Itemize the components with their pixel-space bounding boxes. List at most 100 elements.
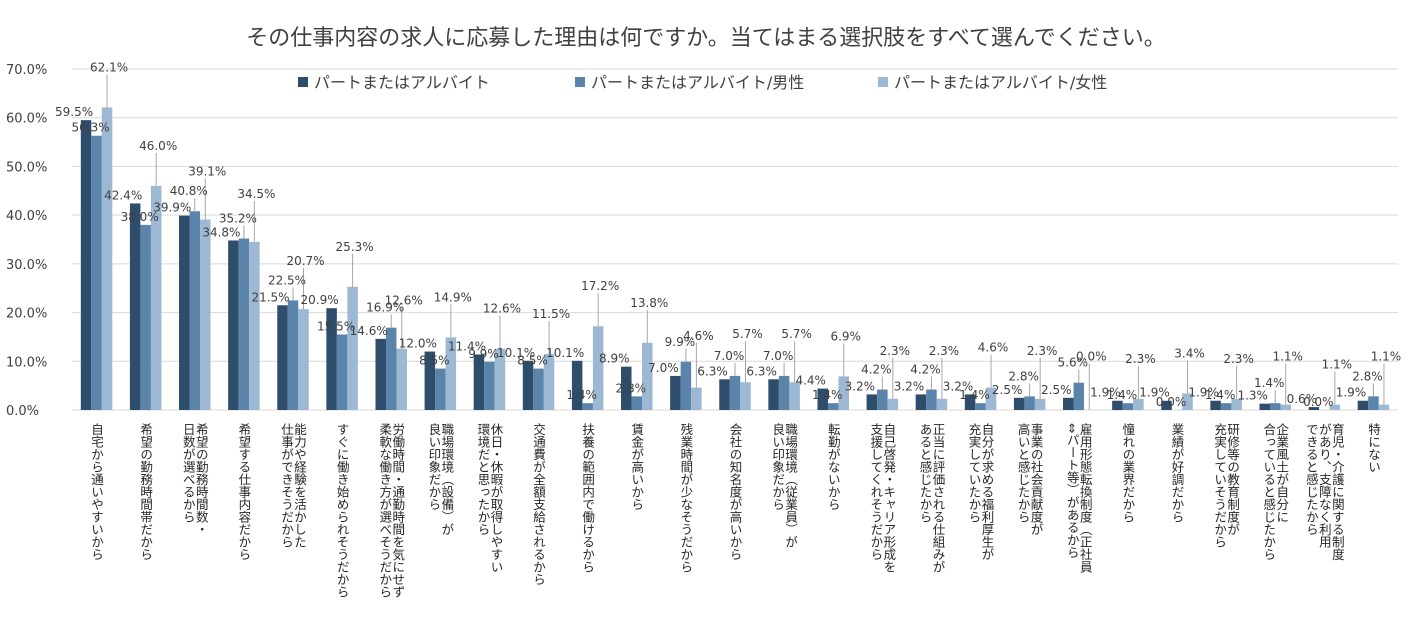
data-label: 1.9% <box>1090 386 1121 400</box>
x-tick-label-line: 正当に評価される仕組みが <box>930 423 945 573</box>
data-label: 34.5% <box>237 187 275 201</box>
bar <box>670 375 681 410</box>
data-label: 3.2% <box>943 379 974 393</box>
x-tick-label-line: 企業風土が自分に <box>1274 422 1289 523</box>
x-tick-label-line: 職場環境（従業員）が <box>783 423 798 548</box>
data-label: 46.0% <box>139 139 177 153</box>
x-axis: 自宅から通いやすいから 希望の勤務時間帯だから 希望の勤務時間数・日数が選べるから希… <box>89 422 1381 598</box>
legend-label: パートまたはアルバイト/女性 <box>894 73 1107 92</box>
data-label: 1.4% <box>566 388 597 402</box>
bar <box>1182 393 1193 410</box>
bar <box>484 361 495 410</box>
data-label: 12.0% <box>399 337 437 351</box>
x-tick-label-line: 環境だと思ったから <box>475 423 490 536</box>
x-tick-label: すぐに働き始められそうだから <box>335 423 350 598</box>
data-label: 62.1% <box>90 60 128 74</box>
bar <box>1259 403 1270 410</box>
bar <box>101 107 113 410</box>
y-axis: 0.0% 10.0% 20.0% 30.0% 40.0% 50.0% 60.0% 70.0% <box>6 63 47 419</box>
bar <box>91 135 102 410</box>
data-label: 1.9% <box>1188 386 1219 400</box>
bar <box>1231 398 1242 410</box>
data-label: 7.0% <box>763 349 794 363</box>
bar <box>838 376 849 410</box>
bar <box>385 327 397 410</box>
data-label: 1.4% <box>812 388 843 402</box>
data-label: 4.2% <box>910 363 941 377</box>
x-tick-label: 希望の勤務時間帯だから <box>138 422 153 561</box>
data-label: 2.3% <box>880 344 911 358</box>
bar <box>592 326 604 410</box>
x-tick-label-line: 残業時間が少なそうだから <box>678 423 693 573</box>
y-tick-label: 70.0% <box>6 63 47 78</box>
data-label: 39.9% <box>153 201 191 215</box>
x-tick-label-line: 扶養の範囲内で働けるから <box>580 422 595 573</box>
bar <box>985 387 997 410</box>
x-tick-label-line: 休日・休暇が取得しやすい <box>488 423 503 573</box>
x-tick-label-line: 良い印象だから <box>426 422 441 511</box>
bar <box>926 389 937 410</box>
x-tick-label-line: 良い印象だから <box>770 422 785 511</box>
data-label: 20.7% <box>286 254 324 268</box>
x-tick-label-line: 希望する仕事内容だから <box>236 422 251 561</box>
bar <box>189 211 201 410</box>
bar <box>522 360 534 410</box>
y-tick-label: 50.0% <box>6 160 47 175</box>
bar <box>287 300 299 410</box>
data-label: 1.1% <box>1322 358 1353 372</box>
bar <box>866 394 878 410</box>
data-label: 0.0% <box>1076 350 1107 364</box>
legend-item: パートまたはアルバイト <box>298 73 490 92</box>
x-tick-label-line: 職場環境（設備）が <box>439 423 454 536</box>
bar <box>768 379 779 410</box>
data-label: 1.9% <box>1336 386 1367 400</box>
x-tick-label-line: 交通費が全額支給されるから <box>531 422 546 586</box>
x-tick-label-line: 自宅から通いやすいから <box>89 423 104 561</box>
data-label: 2.3% <box>1223 352 1254 366</box>
legend-item: パートまたはアルバイト/男性 <box>575 73 804 92</box>
data-label: 6.3% <box>746 364 777 378</box>
bar <box>1161 400 1172 410</box>
x-tick-label-line: ⇔パート等）があるから <box>1065 423 1080 558</box>
x-tick-label: 転勤がないから <box>826 423 841 511</box>
data-label: 9.9% <box>665 335 696 349</box>
data-label: 6.9% <box>830 329 861 343</box>
x-tick-label-line: 充実していそうだから <box>1212 422 1227 548</box>
x-tick-label-line: 柔軟な働き方が選べそうだから <box>377 423 392 598</box>
data-label: 4.6% <box>978 341 1009 355</box>
bar <box>435 368 446 410</box>
x-tick-label: 希望する仕事内容だから <box>236 422 251 561</box>
x-tick-label: 賃金が高いから <box>629 422 644 511</box>
data-label: 14.9% <box>434 290 472 304</box>
legend-swatch <box>575 77 585 87</box>
bar <box>1357 400 1369 410</box>
bar <box>680 361 692 410</box>
bar <box>473 354 485 410</box>
data-label: 8.5% <box>419 354 450 368</box>
data-label: 1.3% <box>1237 389 1268 403</box>
data-label: 6.3% <box>697 364 728 378</box>
data-label: 14.6% <box>350 324 388 338</box>
data-label: 1.4% <box>1254 376 1285 390</box>
bar <box>621 366 632 410</box>
data-label: 21.5% <box>251 290 289 304</box>
data-label: 40.8% <box>170 184 208 198</box>
bar <box>642 342 653 410</box>
bar <box>249 241 260 410</box>
x-tick-label: 会社の知名度が高いから <box>728 423 743 561</box>
data-label: 2.5% <box>1041 383 1072 397</box>
data-label: 10.1% <box>546 346 584 360</box>
x-tick-label: 交通費が全額支給されるから <box>531 422 546 586</box>
x-tick-label-line: 希望の勤務時間帯だから <box>138 422 153 561</box>
bar <box>129 203 141 410</box>
bar <box>778 375 790 410</box>
y-tick-label: 40.0% <box>6 209 47 224</box>
bar <box>277 305 288 410</box>
data-label: 4.2% <box>861 363 892 377</box>
